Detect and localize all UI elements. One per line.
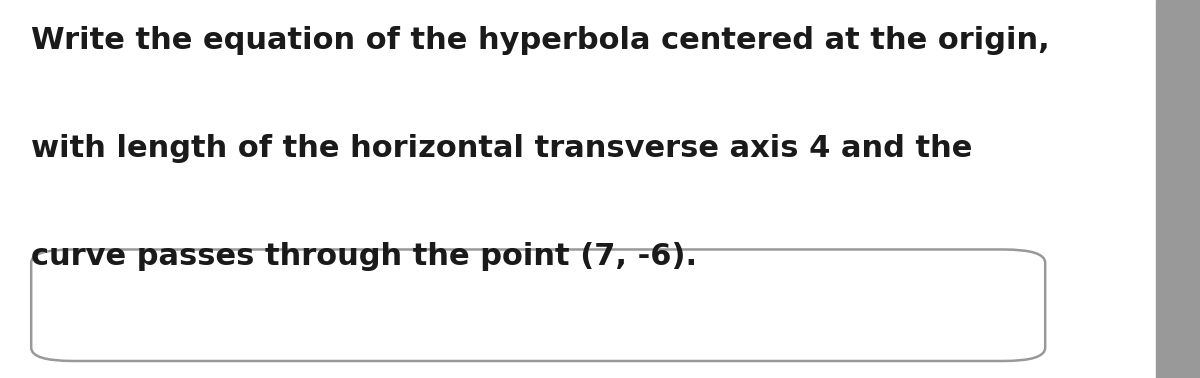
Text: curve passes through the point (7, -6).: curve passes through the point (7, -6). bbox=[31, 242, 697, 271]
Text: Write the equation of the hyperbola centered at the origin,: Write the equation of the hyperbola cent… bbox=[31, 26, 1050, 56]
Text: with length of the horizontal transverse axis 4 and the: with length of the horizontal transverse… bbox=[31, 134, 972, 163]
FancyBboxPatch shape bbox=[31, 249, 1045, 361]
Bar bbox=[1156, 0, 1200, 378]
